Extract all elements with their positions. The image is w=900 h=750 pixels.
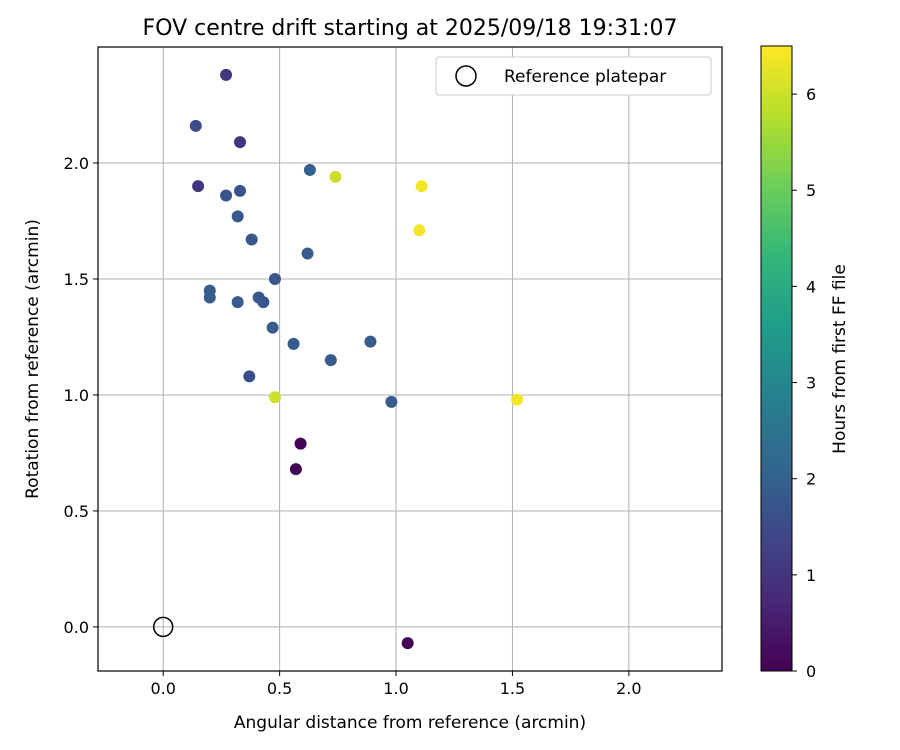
axis-ticks: 0.0 0.5 1.0 1.5 2.0 0.0 0.5 1.0 1.5 2.0 — [64, 154, 642, 698]
legend-box — [435, 56, 712, 96]
x-axis-label: Angular distance from reference (arcmin) — [234, 713, 586, 733]
scatter-point — [243, 370, 256, 383]
scatter-point — [385, 395, 398, 408]
x-tick-label: 1.0 — [383, 679, 408, 698]
scatter-point — [303, 163, 316, 176]
y-axis-label: Rotation from reference (arcmin) — [23, 219, 43, 499]
colorbar-tick-label: 5 — [806, 181, 816, 200]
colorbar-label: Hours from first FF file — [830, 264, 850, 454]
scatter-point — [189, 119, 202, 132]
colorbar-gradient — [760, 45, 793, 672]
scatter-point — [231, 210, 244, 223]
scatter-point — [413, 224, 426, 237]
grid — [98, 47, 722, 671]
scatter-points — [152, 68, 524, 650]
colorbar-tick-label: 1 — [806, 566, 816, 585]
colorbar-ticks: 0 1 2 3 4 5 6 — [792, 85, 816, 681]
x-tick-label: 1.5 — [500, 679, 525, 698]
reference-platepar-marker — [152, 616, 174, 638]
scatter-point — [266, 321, 279, 334]
scatter-point — [203, 291, 216, 304]
scatter-point — [231, 296, 244, 309]
plot-area-frame — [97, 46, 723, 672]
scatter-point — [294, 437, 307, 450]
colorbar-tick-label: 4 — [806, 277, 816, 296]
chart-title: FOV centre drift starting at 2025/09/18 … — [143, 16, 678, 41]
scatter-point — [401, 637, 414, 650]
scatter-point — [234, 184, 247, 197]
scatter-point — [287, 337, 300, 350]
y-tick-label: 0.5 — [64, 502, 89, 521]
x-tick-label: 2.0 — [616, 679, 641, 698]
scatter-point — [192, 180, 205, 193]
scatter-point — [364, 335, 377, 348]
y-tick-label: 0.0 — [64, 618, 89, 637]
colorbar-tick-label: 0 — [806, 662, 816, 681]
y-tick-label: 2.0 — [64, 154, 89, 173]
colorbar: 0 1 2 3 4 5 6 Hours from first FF file — [760, 45, 850, 681]
scatter-point — [220, 189, 233, 202]
y-tick-label: 1.5 — [64, 270, 89, 289]
scatter-point — [234, 136, 247, 149]
scatter-point — [329, 170, 342, 183]
scatter-point — [268, 391, 281, 404]
scatter-point — [301, 247, 314, 260]
x-tick-label: 0.0 — [150, 679, 175, 698]
legend: Reference platepar — [435, 56, 712, 96]
scatter-point — [511, 393, 524, 406]
scatter-point — [257, 296, 270, 309]
legend-label-reference: Reference platepar — [504, 67, 666, 87]
x-tick-label: 0.5 — [267, 679, 292, 698]
colorbar-tick-label: 3 — [806, 374, 816, 393]
scatter-point — [245, 233, 258, 246]
colorbar-tick-label: 2 — [806, 470, 816, 489]
y-tick-label: 1.0 — [64, 386, 89, 405]
scatter-point — [220, 68, 233, 81]
scatter-point — [289, 463, 302, 476]
scatter-point — [415, 180, 428, 193]
colorbar-tick-label: 6 — [806, 85, 816, 104]
scatter-point — [268, 272, 281, 285]
legend-reference-marker — [455, 65, 477, 87]
scatter-point — [324, 354, 337, 367]
